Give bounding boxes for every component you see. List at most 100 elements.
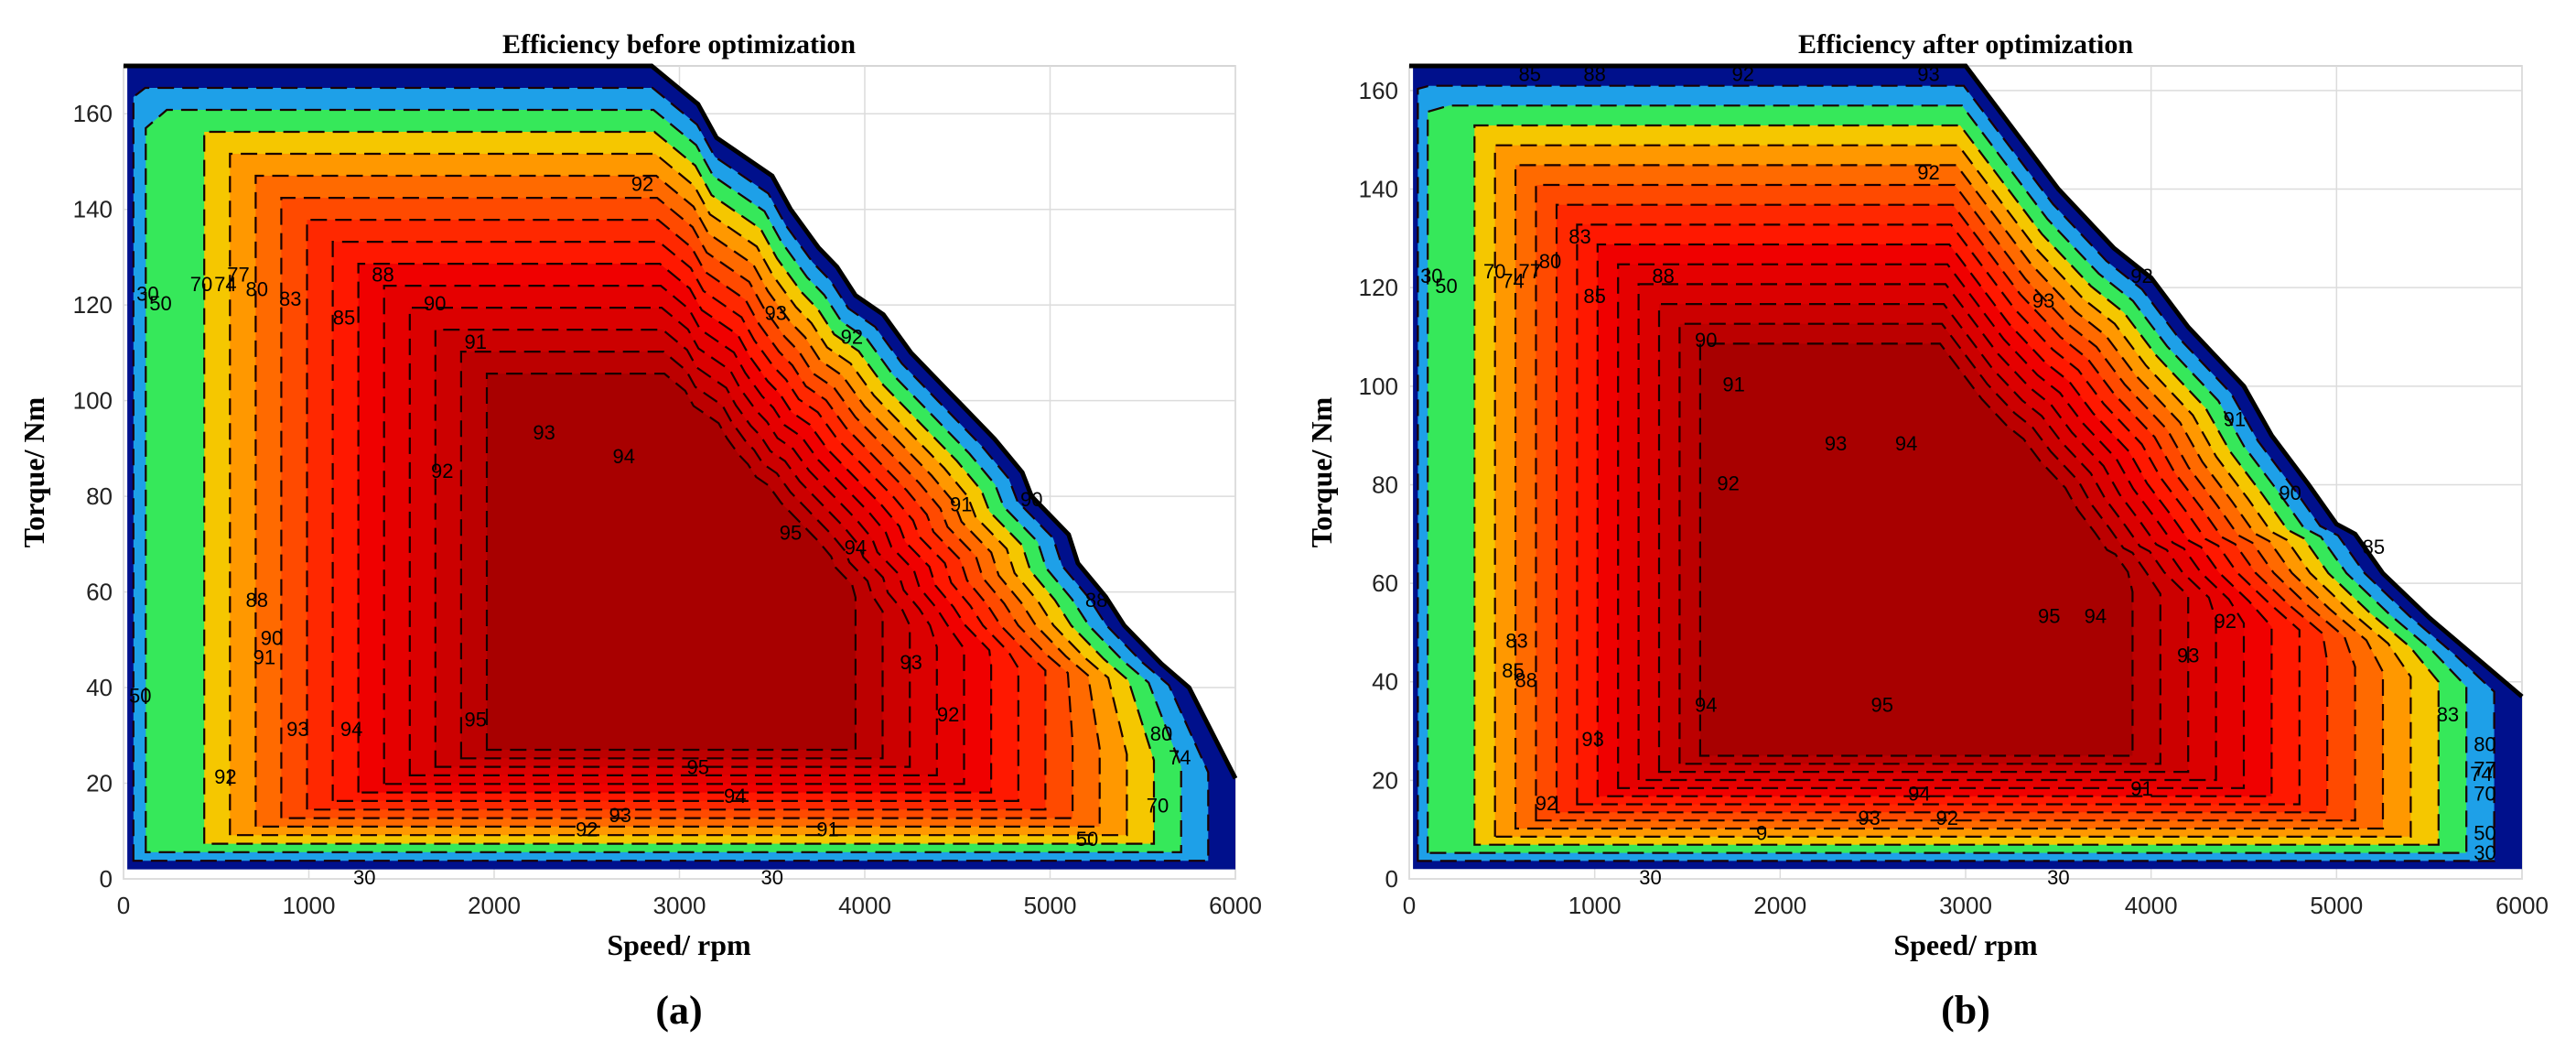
contour-label: 88 (1085, 589, 1107, 612)
contour-label: 88 (1583, 63, 1605, 86)
chart-panel-a: Efficiency before optimization 92 93 92 88 9… (17, 29, 1262, 1033)
contour-label: 30 (2047, 866, 2069, 889)
contour-lines (132, 86, 1210, 862)
x-tick-label: 2000 (1753, 892, 1806, 919)
contour-label: 91 (2130, 777, 2152, 800)
contour-label: 77 (2474, 757, 2495, 780)
contour-line-95 (485, 373, 857, 752)
y-axis-label: Torque/ Nm (17, 396, 50, 547)
x-tick-label: 0 (117, 892, 130, 919)
contour-label: 30 (136, 283, 158, 306)
contour-label: 80 (1539, 250, 1561, 273)
efficiency-bands (1413, 66, 2522, 870)
contour-label: 93 (900, 651, 922, 674)
contour-line-77 (1493, 144, 2412, 838)
contour-label: 91 (465, 330, 487, 353)
chart-title: Efficiency after optimization (1798, 29, 2133, 60)
contour-label: 30 (1420, 265, 1442, 287)
contour-label: 83 (1505, 629, 1527, 652)
contour-line-91 (383, 285, 965, 786)
contour-label: 94 (1695, 693, 1717, 716)
contour-label: 91 (2224, 407, 2246, 430)
contour-line-83 (280, 197, 1074, 819)
contour-label: 83 (2437, 703, 2459, 726)
y-tick-label: 0 (100, 865, 113, 893)
contour-label: 94 (613, 445, 635, 468)
contour-label: 93 (533, 421, 555, 444)
contour-label: 30 (1639, 866, 1661, 889)
x-tick-label: 1000 (1568, 892, 1622, 919)
contour-label: 74 (214, 273, 236, 296)
contour-label: 50 (2474, 821, 2495, 844)
y-tick-label: 160 (73, 100, 113, 127)
y-axis-label: Torque/ Nm (1305, 396, 1338, 547)
x-tick-label: 3000 (1939, 892, 1992, 919)
contour-label: 9 (1756, 821, 1767, 844)
y-tick-label: 60 (86, 579, 113, 606)
contour-line-70 (145, 108, 1182, 853)
contour-label: 88 (246, 589, 268, 612)
contour-label: 85 (2363, 536, 2385, 558)
contour-label: 50 (1435, 275, 1457, 298)
x-tick-label: 5000 (2310, 892, 2363, 919)
contour-label: 74 (1502, 270, 1524, 293)
y-tick-label: 20 (86, 770, 113, 797)
contour-label: 92 (631, 172, 653, 195)
contour-labels: 85 88 92 9392939291908583807774705030889091… (1420, 63, 2496, 889)
contour-label: 88 (1652, 265, 1674, 287)
y-tick-label: 80 (86, 482, 113, 510)
contour-label: 85 (333, 307, 355, 330)
contour-label: 92 (431, 460, 453, 482)
contour-label: 94 (340, 718, 362, 741)
contour-label: 83 (1568, 225, 1590, 248)
contour-label: 92 (576, 818, 598, 841)
contour-line-85 (1555, 203, 2329, 814)
contour-label: 93 (765, 301, 787, 324)
y-tick-label: 160 (1359, 77, 1398, 104)
contour-label: 77 (1518, 260, 1540, 283)
contour-label: 90 (1695, 329, 1717, 352)
contour-label: 92 (2214, 610, 2236, 633)
y-tick-label: 20 (1372, 766, 1398, 794)
y-tick-label: 80 (1372, 471, 1398, 498)
contour-label: 90 (1020, 488, 1042, 511)
contour-label: 70 (1147, 794, 1169, 817)
contour-label: 80 (246, 277, 268, 300)
contour-label: 92 (1717, 471, 1739, 494)
contour-label: 93 (1858, 807, 1880, 829)
contour-label: 93 (1825, 432, 1847, 455)
contour-label: 92 (1732, 63, 1754, 86)
torque-speed-envelope (1409, 63, 2524, 699)
y-tick-label: 100 (73, 387, 113, 415)
y-tick-label: 120 (73, 291, 113, 319)
contour-label: 88 (372, 264, 393, 287)
y-tick-label: 40 (1372, 668, 1398, 696)
contour-label: 93 (609, 804, 631, 827)
contour-line-88 (331, 241, 1019, 802)
y-tick-labels: 0 20 40 60 80 100 120 140 160 (73, 100, 113, 893)
contour-lines (1417, 84, 2495, 862)
x-tick-labels: 0 1000 2000 3000 4000 5000 6000 (117, 892, 1262, 919)
contour-label: 93 (1581, 728, 1603, 751)
contour-label: 92 (214, 765, 236, 788)
contour-label: 92 (937, 703, 959, 726)
contour-line-70 (1427, 104, 2468, 854)
contour-label: 93 (2032, 289, 2054, 312)
x-tick-label: 3000 (653, 892, 706, 919)
contour-label: 91 (816, 818, 838, 841)
contour-line-50 (1417, 84, 2495, 862)
contour-label: 85 (1583, 285, 1605, 308)
contour-line-90 (1596, 243, 2273, 797)
contour-label: 95 (687, 756, 709, 779)
x-axis-label: Speed/ rpm (607, 928, 751, 961)
contour-label: 30 (761, 866, 783, 889)
contour-label: 88 (1514, 669, 1536, 692)
contour-line-93 (434, 329, 911, 768)
contour-label: 94 (1908, 782, 1930, 805)
contour-label: 94 (845, 536, 867, 558)
contour-label: 70 (1483, 260, 1505, 283)
y-tick-label: 140 (73, 196, 113, 223)
contour-label: 30 (2474, 841, 2495, 864)
contour-label: 94 (1895, 432, 1917, 455)
